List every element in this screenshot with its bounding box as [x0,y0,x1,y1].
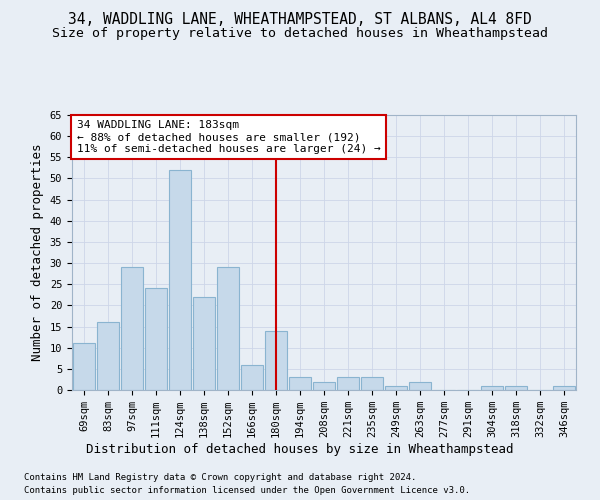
Bar [337,378,359,390]
Bar [121,268,143,390]
Text: 34, WADDLING LANE, WHEATHAMPSTEAD, ST ALBANS, AL4 8FD: 34, WADDLING LANE, WHEATHAMPSTEAD, ST AL… [68,12,532,28]
Bar [505,386,527,390]
Bar [409,382,431,390]
Bar [289,378,311,390]
Y-axis label: Number of detached properties: Number of detached properties [31,144,44,361]
Bar [553,386,575,390]
Bar [145,288,167,390]
Bar [169,170,191,390]
Bar [313,382,335,390]
Bar [193,297,215,390]
Bar [481,386,503,390]
Text: Contains public sector information licensed under the Open Government Licence v3: Contains public sector information licen… [24,486,470,495]
Bar [241,364,263,390]
Bar [73,344,95,390]
Bar [265,331,287,390]
Bar [97,322,119,390]
Text: 34 WADDLING LANE: 183sqm
← 88% of detached houses are smaller (192)
11% of semi-: 34 WADDLING LANE: 183sqm ← 88% of detach… [77,120,381,154]
Bar [217,268,239,390]
Text: Contains HM Land Registry data © Crown copyright and database right 2024.: Contains HM Land Registry data © Crown c… [24,472,416,482]
Bar [361,378,383,390]
Text: Size of property relative to detached houses in Wheathampstead: Size of property relative to detached ho… [52,28,548,40]
Bar [385,386,407,390]
Text: Distribution of detached houses by size in Wheathampstead: Distribution of detached houses by size … [86,442,514,456]
